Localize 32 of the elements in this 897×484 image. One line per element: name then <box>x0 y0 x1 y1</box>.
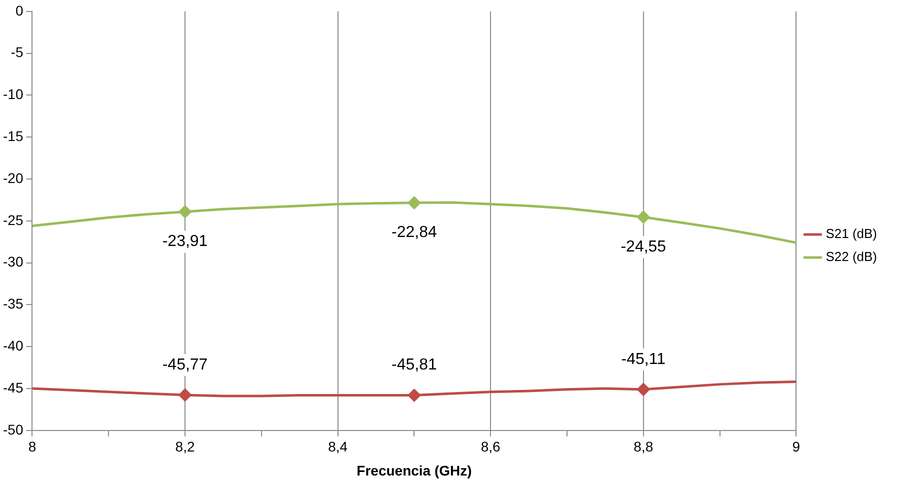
x-tick-label: 8,8 <box>634 438 654 455</box>
y-tick-label: -5 <box>10 44 24 60</box>
data-label: -45,81 <box>392 356 437 374</box>
y-tick-label: -35 <box>3 296 24 312</box>
legend-label: S22 (dB) <box>826 249 878 264</box>
x-tick-label: 8,2 <box>175 438 195 455</box>
legend-label: S21 (dB) <box>826 226 878 242</box>
x-tick-label: 9 <box>792 438 800 455</box>
y-tick-label: -10 <box>3 86 24 102</box>
data-label: -45,77 <box>162 356 208 374</box>
data-label: -23,91 <box>162 233 208 250</box>
y-tick-label: 0 <box>15 2 24 18</box>
x-tick-label: 8,6 <box>480 438 501 455</box>
data-label: -22,84 <box>392 224 437 242</box>
point <box>178 206 192 218</box>
x-tick-label: 8 <box>28 438 36 455</box>
point <box>178 388 192 402</box>
x-tick-label: 8,4 <box>328 438 348 455</box>
point <box>637 383 650 396</box>
point <box>637 210 650 224</box>
point <box>408 389 420 402</box>
x-axis-title: Frecuencia (GHz) <box>356 462 472 478</box>
data-label: -45,11 <box>621 350 666 368</box>
y-tick-label: -45 <box>3 379 24 396</box>
y-tick-label: -30 <box>3 254 24 270</box>
y-tick-label: -50 <box>3 421 24 438</box>
data-label: -24,55 <box>620 238 666 256</box>
point <box>408 196 420 210</box>
y-tick-label: -15 <box>3 128 24 144</box>
y-tick-label: -25 <box>3 212 24 228</box>
y-tick-label: -40 <box>3 337 24 354</box>
y-tick-label: -20 <box>3 170 24 186</box>
